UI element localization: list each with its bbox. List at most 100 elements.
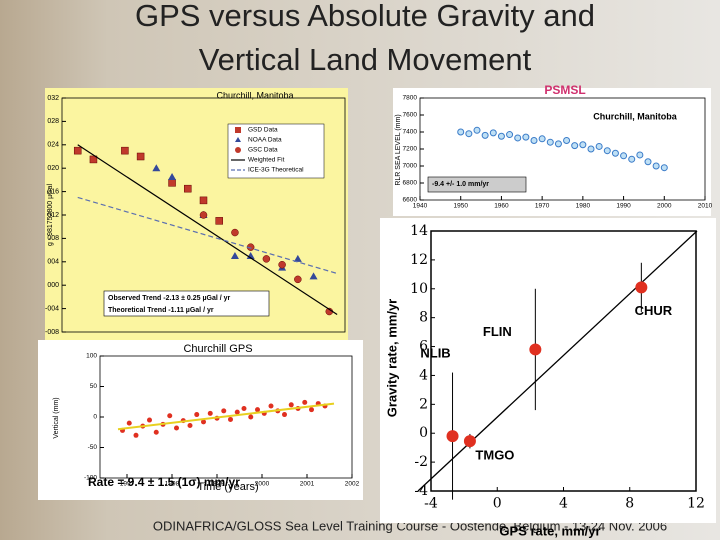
y-tick-label: 0 [93,414,97,421]
slide-title: GPS versus Absolute Gravity and Vertical … [135,0,595,77]
data-point [230,251,239,259]
y-tick-label: 0 [419,425,428,441]
y-tick-label: 016 [47,188,59,195]
y-tick-label: 024 [47,142,59,149]
y-tick-label: 012 [47,212,59,219]
data-point [473,126,481,134]
point-label: CHUR [635,303,673,318]
data-point [168,179,176,187]
y-tick-label: -004 [45,305,59,312]
y-tick-label: 14 [410,223,428,239]
y-tick-label: 50 [90,383,98,390]
data-point [89,155,98,164]
data-point [636,151,644,159]
data-point [571,142,579,150]
data-point [207,410,213,416]
x-tick-label: -4 [424,496,438,512]
data-point [652,162,660,170]
fit-line [77,196,338,275]
x-tick-label: 1998 [165,481,180,488]
data-point [215,217,223,225]
data-point [603,147,611,155]
data-point [309,407,314,413]
data-point [587,145,595,153]
data-point [234,409,240,415]
y-tick-label: 4 [419,367,428,383]
reference-line [417,230,698,492]
y-tick-label: -100 [84,475,97,482]
x-tick-label: 2000 [657,203,672,210]
y-tick-label: 8 [419,310,428,326]
annotation: Observed Trend -2.13 ± 0.25 µGal / yr [108,295,231,302]
chart-background [393,88,711,216]
y-tick-label: 2 [419,396,428,412]
chart-title: Churchill, Manitoba [593,111,677,121]
data-point [309,272,318,280]
y-tick-label: 7800 [403,95,418,102]
data-point [282,412,287,418]
x-tick-label: 4 [559,496,568,512]
fit-line [77,144,338,315]
y-axis-label: RLR SEA LEVEL (mm) [395,114,402,185]
data-point [489,129,497,137]
y-tick-label: 7000 [403,163,418,170]
data-point [121,146,129,155]
data-point [529,343,542,356]
data-point [152,164,161,172]
x-tick-label: 1950 [453,203,468,210]
x-tick-label: 1997 [120,481,135,488]
data-point [153,429,159,435]
y-tick-label: 008 [47,235,59,242]
data-point [228,416,233,422]
point-label: TMGO [475,448,514,463]
legend-swatch [235,147,241,153]
x-axis-label: GPS rate, mm/yr [499,523,600,538]
data-point [147,417,152,423]
y-tick-label: 6600 [403,197,418,204]
data-point [255,407,260,413]
annotation: -9.4 +/- 1.0 mm/yr [432,181,489,188]
y-tick-label: -4 [414,483,428,499]
legend-swatch [235,127,241,133]
x-tick-label: 1960 [494,203,509,210]
data-point [595,142,603,150]
legend-label: GSD Data [248,127,278,134]
y-tick-label: 10 [410,281,428,297]
y-tick-label: 004 [47,259,59,266]
chart: -4 -2 0 2 4 6 8 10 12 14 -4 0 4 8 12 Gravity rate, mm/y… [380,218,716,538]
data-point [126,420,132,426]
data-point [620,152,628,160]
data-point [579,141,587,149]
data-point [644,158,652,166]
data-point [194,412,200,418]
y-tick-label: -008 [45,329,59,336]
x-tick-label: 2001 [300,481,315,488]
data-point [278,260,286,269]
chart-subtitle: PSMSL [544,83,585,97]
data-point [241,405,247,411]
annotation: Rate = 9.4 ± 1.5 (1σ) mm/yr [88,475,240,489]
chart-title: Churchill GPS [183,343,252,355]
data-point [268,403,274,409]
data-point [136,152,145,161]
data-point [481,131,489,139]
x-tick-label: 12 [687,496,705,512]
annotation-box [103,290,270,317]
data-point [288,402,294,408]
data-point [446,430,459,443]
x-tick-label: 2000 [255,481,270,488]
y-tick-label: 7600 [403,112,418,119]
annotation-box [427,176,527,193]
data-point [628,155,636,163]
legend-label: Weighted Fit [248,157,285,164]
data-point [554,140,562,148]
x-tick-label: 1980 [576,203,591,210]
data-point [465,130,473,138]
data-point [522,133,530,141]
y-tick-label: 6 [419,339,428,355]
data-point [660,164,668,172]
data-point [635,281,648,294]
data-point [167,413,173,419]
y-tick-label: 7200 [403,146,418,153]
data-point [199,211,208,219]
